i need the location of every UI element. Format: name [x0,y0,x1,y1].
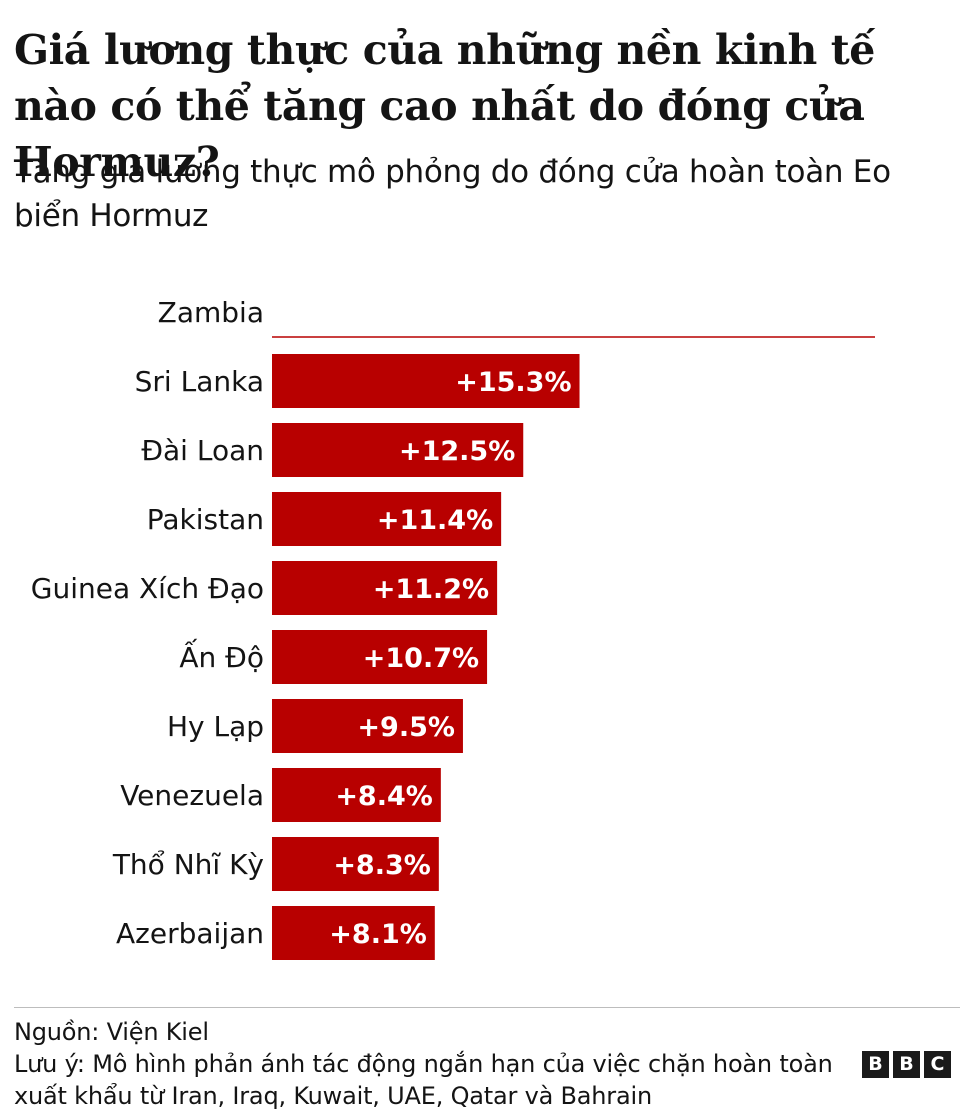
bar-chart: Zambia Sri Lanka +15.3% Đài Loan +12.5% Pakis… [31,296,875,960]
data-label: +9.5% [357,712,455,743]
footer: Nguồn: Viện Kiel Lưu ý: Mô hình phản ánh… [14,1016,844,1112]
data-label: +8.3% [333,850,431,881]
bar [272,561,498,615]
data-label: +11.4% [377,505,493,536]
category-label: Guinea Xích Đạo [31,572,264,605]
category-label: Zambia [158,296,264,329]
footer-divider [14,1007,960,1008]
data-label: +8.1% [329,919,427,950]
bar [272,837,439,891]
category-label: Hy Lạp [167,710,264,743]
bbc-logo-letter: B [893,1051,920,1078]
bar [272,423,524,477]
bbc-logo-letter: C [924,1051,951,1078]
data-label: +15.3% [455,367,571,398]
bar [272,354,580,408]
category-label: Ấn Độ [179,637,264,674]
source-text: Nguồn: Viện Kiel [14,1018,209,1046]
chart-title: Giá lương thực của những nền kinh tế nào… [14,26,875,186]
bbc-logo: B B C [862,1051,951,1078]
bar [272,699,463,753]
bar [272,768,441,822]
bbc-logo-letter: B [862,1051,889,1078]
data-label: +10.7% [363,643,479,674]
bar [272,630,488,684]
data-label: +8.4% [335,781,433,812]
data-label: +11.2% [373,574,489,605]
chart-subtitle: Tăng giá lương thực mô phỏng do đóng cửa… [14,154,891,234]
bar [272,492,502,546]
bar [272,906,435,960]
category-label: Thổ Nhĩ Kỳ [112,848,264,881]
category-label: Azerbaijan [116,917,264,950]
category-label: Pakistan [147,503,264,536]
note-text: Lưu ý: Mô hình phản ánh tác động ngắn hạ… [14,1050,833,1110]
category-label: Đài Loan [141,434,264,467]
category-label: Venezuela [120,779,264,812]
category-label: Sri Lanka [135,365,264,398]
data-label: +12.5% [399,436,515,467]
